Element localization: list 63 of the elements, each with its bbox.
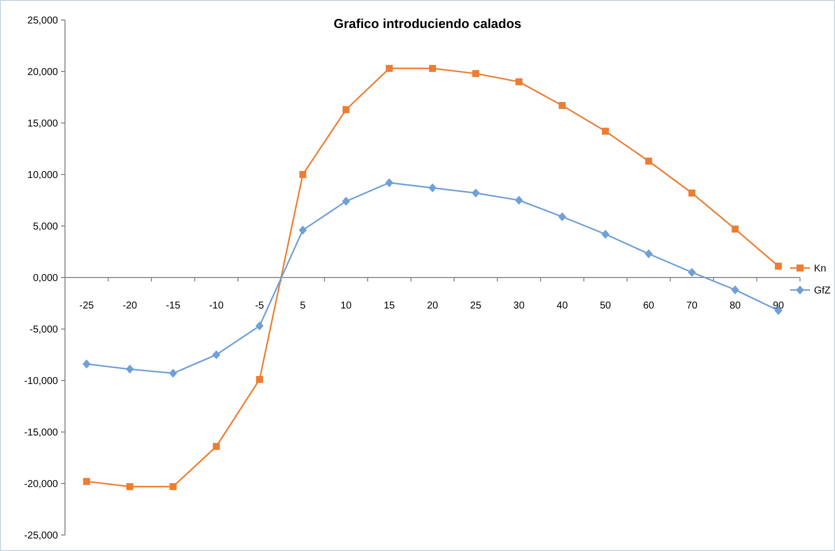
point xyxy=(688,268,696,277)
y-tick-label: 5,000 xyxy=(32,222,58,232)
point xyxy=(386,64,393,72)
chart-title: Grafico introduciendo calados xyxy=(334,16,522,31)
y-tick-label: -10,000 xyxy=(24,376,58,387)
point xyxy=(515,78,522,86)
x-tick-label: 15 xyxy=(384,300,396,312)
point xyxy=(256,376,264,383)
y-tick-label: -15,000 xyxy=(24,428,58,438)
point xyxy=(342,196,350,206)
y-tick-label: 10,000 xyxy=(27,170,58,181)
x-tick-label: -10 xyxy=(209,300,224,312)
x-tick-label: -15 xyxy=(166,300,181,312)
point xyxy=(169,368,178,378)
point xyxy=(126,483,134,490)
y-tick-label: -25,000 xyxy=(24,530,58,542)
point xyxy=(82,360,91,369)
point xyxy=(298,226,307,235)
point xyxy=(731,285,740,294)
x-tick-label: -20 xyxy=(122,300,138,312)
point xyxy=(170,483,177,490)
x-tick-label: -25 xyxy=(79,300,94,312)
x-tick-label: 25 xyxy=(470,300,482,312)
x-tick-label: 20 xyxy=(426,300,438,312)
y-tick-label: 0,000 xyxy=(32,273,58,284)
point xyxy=(212,350,220,360)
y-tick-label: -5,000 xyxy=(30,324,58,336)
point xyxy=(385,178,394,188)
legend-label: GfZ xyxy=(814,286,831,296)
point xyxy=(256,321,264,330)
point xyxy=(126,364,134,374)
x-tick-label: -5 xyxy=(255,300,264,312)
x-tick-label: 40 xyxy=(556,300,568,312)
point xyxy=(774,262,782,270)
x-tick-label: 80 xyxy=(730,300,742,312)
point xyxy=(602,128,609,135)
x-tick-label: 50 xyxy=(600,300,612,312)
point xyxy=(732,226,739,233)
point xyxy=(299,171,306,178)
point xyxy=(601,230,610,239)
point xyxy=(472,70,480,78)
x-tick-label: 70 xyxy=(686,300,698,312)
point xyxy=(83,478,90,485)
x-tick-label: 5 xyxy=(300,300,306,312)
point xyxy=(558,212,566,222)
y-tick-label: 20,000 xyxy=(27,67,58,78)
point xyxy=(429,64,436,72)
y-tick-label: -20,000 xyxy=(24,479,58,490)
x-tick-label: 10 xyxy=(340,300,352,312)
point xyxy=(644,249,653,258)
point xyxy=(472,188,480,198)
y-tick-label: 25,000 xyxy=(27,16,58,26)
point xyxy=(428,183,436,192)
y-tick-label: 15,000 xyxy=(27,118,58,130)
point xyxy=(342,106,350,114)
point xyxy=(688,190,696,197)
point xyxy=(514,196,523,205)
x-tick-label: 60 xyxy=(643,300,655,312)
legend-label: Kn xyxy=(814,264,826,274)
x-tick-label: 30 xyxy=(513,300,525,312)
point xyxy=(645,158,652,165)
point xyxy=(558,102,566,109)
point xyxy=(212,442,220,450)
